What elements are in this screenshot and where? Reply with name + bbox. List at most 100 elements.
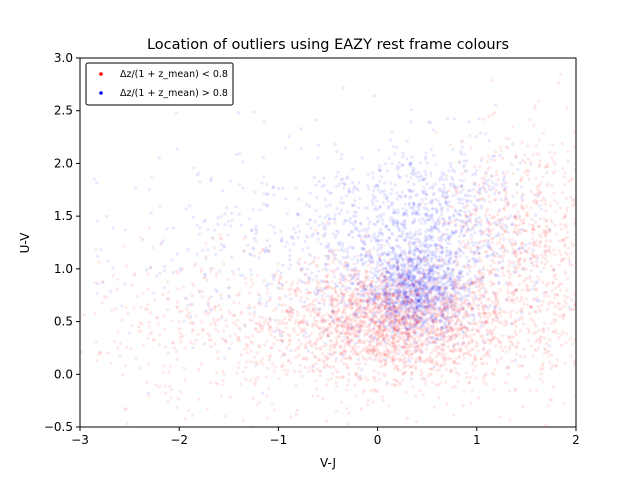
point	[362, 284, 366, 288]
point	[371, 331, 375, 335]
point	[308, 366, 312, 370]
point	[372, 232, 376, 236]
point	[296, 332, 300, 337]
point	[377, 327, 381, 331]
point	[386, 199, 390, 203]
point	[431, 304, 435, 308]
point	[338, 320, 342, 324]
point	[419, 316, 423, 320]
point	[390, 307, 394, 312]
point	[355, 334, 359, 338]
point	[530, 231, 535, 235]
point	[307, 291, 311, 295]
point	[408, 327, 412, 332]
point	[432, 297, 436, 301]
point	[487, 354, 491, 358]
point	[356, 309, 360, 313]
point	[536, 224, 540, 228]
point	[268, 325, 273, 329]
point	[387, 297, 391, 301]
point	[496, 268, 500, 272]
point	[286, 332, 290, 336]
point	[373, 320, 377, 324]
point	[379, 354, 383, 358]
point	[518, 263, 522, 267]
point	[348, 294, 352, 298]
point	[319, 337, 323, 341]
point	[529, 317, 533, 321]
point	[272, 342, 276, 346]
point	[151, 338, 155, 342]
point	[521, 242, 525, 246]
point	[161, 293, 165, 297]
point	[539, 335, 543, 339]
point	[413, 314, 417, 318]
point	[345, 335, 349, 339]
point	[378, 340, 382, 344]
point	[181, 285, 185, 289]
point	[378, 328, 382, 332]
point	[375, 329, 379, 333]
point	[393, 325, 397, 329]
point	[446, 329, 450, 333]
point	[420, 350, 424, 354]
point	[387, 329, 391, 334]
point	[372, 353, 376, 357]
point	[374, 301, 378, 305]
point	[503, 324, 507, 328]
point	[245, 351, 250, 355]
point	[199, 267, 203, 271]
point	[303, 260, 308, 264]
point	[467, 287, 471, 291]
point	[278, 329, 282, 333]
point	[292, 288, 296, 293]
point	[414, 331, 418, 335]
point	[342, 320, 346, 324]
point	[469, 338, 474, 342]
point	[550, 220, 554, 224]
point	[446, 345, 451, 349]
point	[553, 170, 557, 174]
point	[367, 324, 371, 328]
point	[374, 270, 379, 274]
point	[124, 345, 128, 349]
point	[554, 305, 558, 309]
point	[267, 328, 271, 332]
point	[471, 368, 476, 372]
scatter-points	[80, 72, 576, 427]
point	[367, 356, 371, 360]
point	[499, 314, 503, 318]
point	[327, 242, 331, 246]
point	[391, 287, 395, 291]
point	[264, 375, 268, 379]
point	[226, 219, 230, 223]
point	[397, 311, 401, 316]
point	[326, 280, 330, 284]
point	[488, 348, 492, 352]
point	[487, 194, 491, 198]
point	[423, 382, 427, 386]
point	[410, 324, 414, 328]
point	[522, 302, 526, 306]
point	[513, 253, 517, 258]
point	[285, 308, 289, 313]
point	[487, 114, 491, 118]
point	[404, 310, 408, 314]
point	[153, 298, 157, 302]
point	[417, 338, 421, 342]
point	[388, 138, 392, 142]
point	[472, 332, 476, 336]
point	[193, 261, 197, 266]
point	[383, 274, 387, 278]
point	[398, 322, 402, 327]
point	[350, 302, 354, 306]
point	[461, 307, 466, 311]
point	[384, 328, 388, 332]
point	[121, 373, 125, 377]
point	[398, 336, 402, 340]
point	[432, 309, 436, 313]
point	[387, 342, 392, 346]
point	[401, 310, 405, 314]
point	[300, 304, 304, 308]
point	[402, 360, 406, 364]
